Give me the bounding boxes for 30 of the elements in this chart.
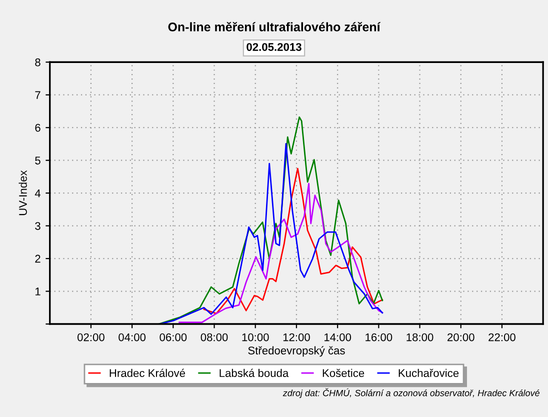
x-tick-label: 14:00 — [324, 333, 352, 342]
x-tick-label: 10:00 — [242, 333, 269, 342]
y-axis-title: UV-Index — [18, 170, 27, 216]
text: zdroj dat: ČHMÚ, Solární a ozonová observatoř, Hradec Králové — [282, 388, 540, 398]
y-tick-label: 8 — [35, 58, 40, 66]
legend-label: Labská bouda — [220, 368, 289, 378]
y-tick-label: 1 — [36, 288, 40, 296]
x-tick-label: 12:00 — [283, 333, 310, 342]
x-tick-label: 18:00 — [406, 333, 434, 342]
x-tick-label: 20:00 — [448, 333, 474, 342]
legend-label: Košetice — [322, 368, 364, 378]
y-tick-label: 3 — [35, 222, 40, 230]
x-tick-label: 04:00 — [118, 333, 146, 342]
chart-title: On-line měření ultrafialového záření — [168, 22, 381, 32]
legend-label: Hradec Králové — [110, 368, 186, 378]
x-tick-label: 06:00 — [160, 333, 187, 342]
x-tick-label: 08:00 — [200, 333, 228, 342]
chart-subtitle: 02.05.2013 — [246, 43, 302, 51]
x-tick-label: 22:00 — [488, 333, 516, 342]
y-tick-label: 7 — [35, 91, 40, 99]
y-tick-label: 4 — [34, 189, 41, 198]
line-series — [203, 168, 384, 314]
y-tick-label: 6 — [35, 124, 40, 132]
legend-label: Kuchařovice — [398, 368, 459, 378]
line-series — [178, 182, 384, 324]
y-tick-label: 2 — [35, 254, 40, 263]
x-axis-title: Středoevropský čas — [248, 346, 345, 357]
x-tick-label: 02:00 — [78, 333, 104, 342]
x-tick-label: 16:00 — [366, 333, 392, 342]
y-tick-label: 5 — [35, 156, 40, 164]
